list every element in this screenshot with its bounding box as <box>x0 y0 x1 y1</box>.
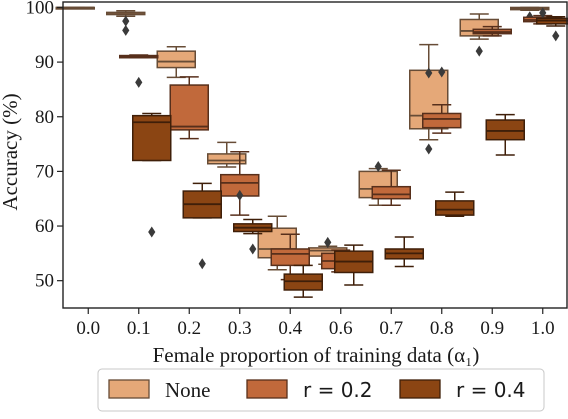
y-tick-label: 60 <box>35 216 54 237</box>
box-iqr <box>435 200 475 216</box>
x-tick-label: 0.7 <box>379 318 403 339</box>
box-r02-0.2 <box>169 76 209 140</box>
box-iqr <box>485 119 525 141</box>
outlier-point <box>148 226 156 238</box>
legend-swatch <box>108 379 150 399</box>
box-r02-0.4 <box>270 233 310 281</box>
outlier-point <box>198 258 206 270</box>
y-tick-label: 70 <box>35 161 54 182</box>
box-r02-0.9 <box>472 25 512 37</box>
box-iqr <box>270 248 310 267</box>
box-r02-0.3 <box>220 150 260 216</box>
box-r04-0.8 <box>435 191 475 217</box>
box-None-0.8 <box>409 43 449 155</box>
outlier-point <box>425 143 433 155</box>
legend-swatch <box>246 379 288 399</box>
y-tick-label: 80 <box>35 107 54 128</box>
box-r04-1.0 <box>536 16 568 42</box>
box-r02-0.7 <box>371 169 411 207</box>
legend: None r = 0.2 r = 0.4 <box>97 368 545 412</box>
y-tick-label: 90 <box>35 52 54 73</box>
box-r02-0.8 <box>422 66 462 134</box>
outlier-point <box>122 15 130 27</box>
box-iqr <box>207 153 247 165</box>
box-iqr <box>422 112 462 129</box>
outlier-point <box>122 24 130 36</box>
outlier-point <box>374 160 382 172</box>
box-r04-0.1 <box>132 112 172 238</box>
x-tick-label: 0.2 <box>177 318 201 339</box>
box-r04-0.9 <box>485 113 525 156</box>
x-tick-label: 0.3 <box>228 318 252 339</box>
outlier-point <box>552 30 560 42</box>
box-iqr <box>371 185 411 200</box>
outlier-point <box>425 67 433 79</box>
plot-area <box>55 6 568 298</box>
outlier-point <box>324 236 332 248</box>
x-tick-label: 1.0 <box>531 318 555 339</box>
outlier-point <box>249 243 257 255</box>
outlier-point <box>236 189 244 201</box>
y-axis-label: Accuracy (%) <box>0 93 22 210</box>
x-tick-label: 0.0 <box>76 318 100 339</box>
outlier-point <box>135 76 143 88</box>
legend-label: r = 0.4 <box>456 378 526 402</box>
box-None-0.2 <box>156 46 196 79</box>
x-tick-label: 0.9 <box>480 318 504 339</box>
box-r04-0.6 <box>334 244 374 286</box>
box-r04-0.4 <box>283 264 323 298</box>
box-r02-0.1 <box>119 54 159 88</box>
legend-swatch <box>399 379 441 399</box>
outlier-point <box>438 66 446 78</box>
y-tick-label: 100 <box>26 0 55 18</box>
axes: 50 60 70 80 90 100 0.0 0.1 0.2 0.3 0.4 0.6 0.7 0.8 0.9… <box>26 0 568 339</box>
box-iqr <box>156 50 196 69</box>
x-tick-label: 0.1 <box>127 318 151 339</box>
y-tick-label: 50 <box>35 271 54 292</box>
box-iqr <box>132 114 172 162</box>
outlier-point <box>539 7 547 19</box>
outlier-point <box>475 45 483 57</box>
legend-label: r = 0.2 <box>303 378 373 402</box>
axes-frame <box>62 1 568 309</box>
x-tick-label: 0.6 <box>329 318 353 339</box>
box-iqr <box>169 84 209 131</box>
box-None-0.1 <box>106 9 146 36</box>
x-axis-label: Female proportion of training data (α₁) <box>153 343 480 367</box>
legend-label: None <box>165 378 211 402</box>
x-tick-label: 0.8 <box>430 318 454 339</box>
box-r04-0.2 <box>182 182 222 270</box>
box-r04-0.7 <box>384 236 424 268</box>
x-tick-label: 0.4 <box>278 318 302 339</box>
box-r04-0.3 <box>233 218 273 255</box>
